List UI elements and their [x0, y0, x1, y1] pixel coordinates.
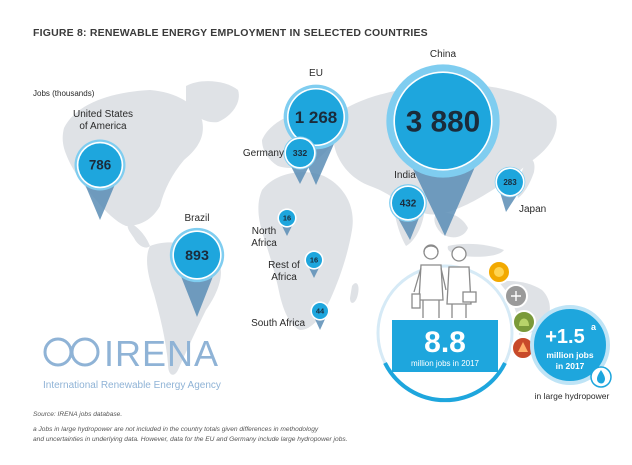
pin-japan: 283: [494, 166, 526, 212]
pin-value-eu: 1 268: [295, 108, 338, 127]
chart-title: FIGURE 8: RENEWABLE ENERGY EMPLOYMENT IN…: [33, 27, 428, 39]
total-employment-badge: 8.8 million jobs in 2017: [371, 244, 519, 407]
pin-value-north-africa: 16: [283, 214, 291, 223]
source-note: Source: IRENA jobs database.: [33, 411, 122, 418]
pin-brazil: 893: [169, 227, 225, 317]
pin-eu: 1 268: [283, 84, 349, 185]
pin-south-africa: 44: [310, 301, 330, 330]
pin-bubble-india: [391, 186, 425, 220]
pin-value-japan: 283: [503, 178, 517, 187]
pin-bubble-eu: [288, 89, 344, 145]
pin-value-south-africa: 44: [316, 307, 325, 316]
label-north-africa-line2: Africa: [251, 238, 277, 249]
pin-rest-of-africa: 16: [304, 250, 324, 278]
pin-germany: 332: [283, 136, 317, 184]
label-south-africa: South Africa: [251, 318, 305, 329]
pin-china: 3 880: [386, 64, 500, 236]
label-japan: Japan: [519, 204, 546, 215]
pin-value-india: 432: [400, 198, 417, 209]
label-germany: Germany: [243, 148, 284, 159]
map-greenland: [186, 81, 239, 123]
hydropower-caption-line2: in 2017: [556, 361, 585, 371]
label-eu: EU: [309, 68, 323, 79]
total-badge-arc: [383, 362, 507, 403]
label-north-africa-line1: North: [252, 226, 276, 237]
footnote-line1: a Jobs in large hydropower are not inclu…: [33, 426, 319, 433]
pin-bubble-china: [395, 73, 491, 169]
label-brazil: Brazil: [184, 213, 209, 224]
pin-bubble-germany: [285, 138, 315, 168]
map-africa: [258, 172, 353, 330]
total-caption: million jobs in 2017: [411, 359, 480, 368]
hydropower-footnote: in large hydropower: [535, 391, 610, 401]
label-india: India: [394, 170, 416, 181]
pin-india: 432: [389, 184, 427, 240]
map-madagascar: [350, 283, 359, 303]
pin-value-china: 3 880: [406, 105, 480, 138]
pin-north-africa: 16: [277, 208, 297, 236]
irena-logo: IRENA International Renewable Energy Age…: [43, 333, 221, 391]
label-rest-of-africa-line1: Rest of: [268, 260, 300, 271]
hydropower-value: +1.5: [545, 326, 584, 348]
pin-bubble-south-africa: [312, 303, 328, 319]
wind-icon-blades: [511, 291, 521, 301]
pin-bubble-brazil: [173, 231, 221, 279]
label-usa-line1: United States: [73, 109, 133, 120]
water-drop-icon-shape: [597, 370, 605, 384]
pin-value-usa: 786: [89, 158, 111, 173]
pin-usa: 786: [74, 139, 126, 220]
pin-bubble-usa: [78, 143, 122, 187]
bioenergy-icon-leaf: [519, 318, 529, 326]
unit-label: Jobs (thousands): [33, 89, 95, 98]
hydropower-bubble: [530, 305, 610, 385]
irena-logo-symbol: [43, 337, 100, 367]
pin-value-germany: 332: [293, 148, 308, 158]
irena-tagline: International Renewable Energy Agency: [43, 380, 221, 391]
pin-layer: 786 1 268 332 3 880 432 283 893 16 16 44: [74, 64, 526, 330]
pin-value-rest-of-africa: 16: [310, 256, 318, 265]
irena-logo-wordmark: IRENA: [104, 333, 219, 374]
hydropower-badge: +1.5 a million jobs in 2017 in large hyd…: [530, 305, 612, 401]
pin-bubble-rest-of-africa: [306, 252, 322, 268]
pin-value-brazil: 893: [185, 248, 209, 264]
label-usa-line2: of America: [79, 121, 127, 132]
pin-bubble-japan: [497, 169, 523, 195]
pin-bubble-north-africa: [279, 210, 295, 226]
geothermal-icon-flame: [518, 342, 528, 352]
map-central-america: [127, 222, 150, 248]
hydropower-caption-line1: million jobs: [546, 350, 593, 360]
label-rest-of-africa-line2: Africa: [271, 272, 297, 283]
total-value: 8.8: [424, 326, 466, 359]
workers-icon: [411, 244, 477, 318]
solar-icon-core: [494, 267, 504, 277]
technology-icons: [487, 260, 536, 360]
footnote-line2: and uncertainties in underlying data. Ho…: [33, 436, 348, 443]
hydropower-superscript: a: [591, 322, 597, 332]
label-china: China: [430, 49, 457, 60]
total-value-box: [392, 320, 498, 372]
